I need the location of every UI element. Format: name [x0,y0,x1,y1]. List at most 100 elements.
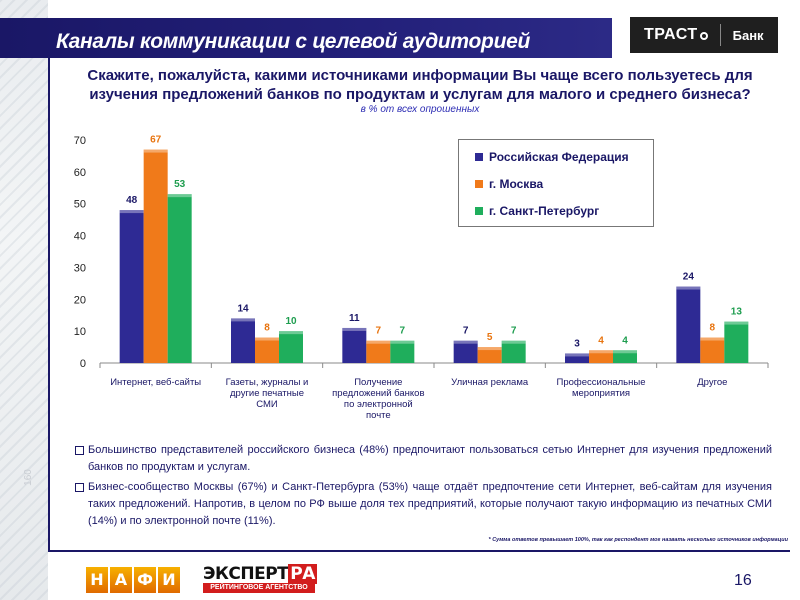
data-label: 67 [150,135,162,146]
bar [565,353,589,363]
nafi-logo: Н А Ф И [86,565,182,595]
bar-highlight [167,194,192,198]
legend-swatch-spb [475,207,483,215]
bar [589,350,613,363]
x-tick-label: Интернет, веб-сайты [110,377,201,388]
x-tick-label: Газеты, журналы и [226,377,309,388]
nafi-letter: И [158,567,180,593]
bar-highlight [613,350,637,354]
legend-item-spb: г. Санкт-Петербург [475,204,599,218]
data-label: 7 [511,326,517,337]
legend-swatch-moscow [475,180,483,188]
y-tick-label: 60 [74,167,86,179]
data-label: 8 [710,323,716,334]
logo-ring-icon [699,31,708,40]
content-frame [48,58,790,552]
expert-ra-tagline: РЕЙТИНГОВОЕ АГЕНТСТВО [203,583,315,593]
legend-label-spb: г. Санкт-Петербург [489,204,600,218]
bar-highlight [676,286,701,290]
legend-item-moscow: г. Москва [475,177,543,191]
data-label: 10 [285,316,297,327]
slide-title: Каналы коммуникации с целевой аудиторией [56,30,531,53]
bar [700,337,725,363]
nafi-letter: Ф [134,567,156,593]
y-tick-label: 10 [74,326,86,338]
decorative-side-background [0,0,48,600]
data-label: 7 [463,326,469,337]
expert-ra-wordmark: ЭКСПЕРТ РА [203,564,317,584]
bar [453,340,478,363]
data-label: 3 [574,338,580,349]
bar-highlight [700,337,725,341]
bar [501,340,526,363]
bar [477,347,502,363]
bar [231,318,255,363]
data-label: 5 [487,332,493,343]
page-number: 16 [734,572,752,589]
x-tick-label: мероприятия [572,388,630,399]
x-tick-label: другие печатные [230,388,304,399]
bar [724,321,749,363]
x-tick-label: Уличная реклама [451,377,529,388]
data-label: 4 [598,335,604,346]
chart-subtitle: в % от всех опрошенных [360,104,480,115]
bar [676,286,701,363]
bar [390,340,415,363]
bar-highlight [279,331,303,335]
bar-highlight [366,340,391,344]
legend-item-rf: Российская Федерация [475,150,629,164]
logo-divider [719,24,721,46]
y-tick-label: 20 [74,294,86,306]
y-tick-label: 30 [74,262,86,274]
x-tick-label: Другое [697,377,727,388]
findings-list: Большинство представителей российского б… [74,442,772,533]
bar-highlight [255,337,279,341]
data-label: 4 [622,335,628,346]
legend-label-rf: Российская Федерация [489,150,629,164]
trust-bank-logo: ТРАСТ Банк [630,17,778,53]
data-label: 8 [264,323,270,334]
bar [342,327,367,363]
bar [366,340,391,363]
y-tick-label: 40 [74,231,86,243]
data-label: 24 [683,272,695,283]
nafi-letter: А [110,567,132,593]
bar-highlight [390,340,415,344]
x-tick-label: почте [366,410,391,421]
bar [613,350,637,363]
x-tick-label: Профессиональные [557,377,646,388]
bar [167,194,192,363]
bar-highlight [565,353,589,357]
y-tick-label: 0 [80,358,86,370]
data-label: 14 [237,303,249,314]
bar [143,149,168,363]
bar-highlight [724,321,749,325]
x-tick-label: СМИ [256,399,278,410]
bar-highlight [477,347,502,351]
expert-ra-logo: ЭКСПЕРТ РА РЕЙТИНГОВОЕ АГЕНТСТВО [203,564,317,594]
bar-highlight [501,340,526,344]
x-tick-label: по электронной [344,399,413,410]
bar-highlight [342,327,367,331]
bar-highlight [119,210,144,214]
y-tick-label: 70 [74,135,86,147]
logo-bank-text: Банк [732,27,764,43]
footnote: * Сумма ответов превышает 100%, так как … [488,537,788,543]
finding-item: Большинство представителей российского б… [74,442,772,476]
bar-highlight [231,318,255,322]
x-tick-label: Получение [354,377,402,388]
nafi-letter: Н [86,567,108,593]
bar [279,331,303,363]
data-label: 53 [174,179,186,190]
header-bar [0,18,612,58]
x-tick-label: предложений банков [332,388,424,399]
legend-label-moscow: г. Москва [489,177,544,191]
bar-highlight [589,350,613,354]
y-tick-label: 50 [74,199,86,211]
data-label: 13 [731,307,743,318]
expert-text: ЭКСПЕРТ [203,564,289,584]
bar [119,210,144,363]
finding-item: Бизнес-сообщество Москвы (67%) и Санкт-П… [74,479,772,530]
data-label: 48 [126,195,138,206]
